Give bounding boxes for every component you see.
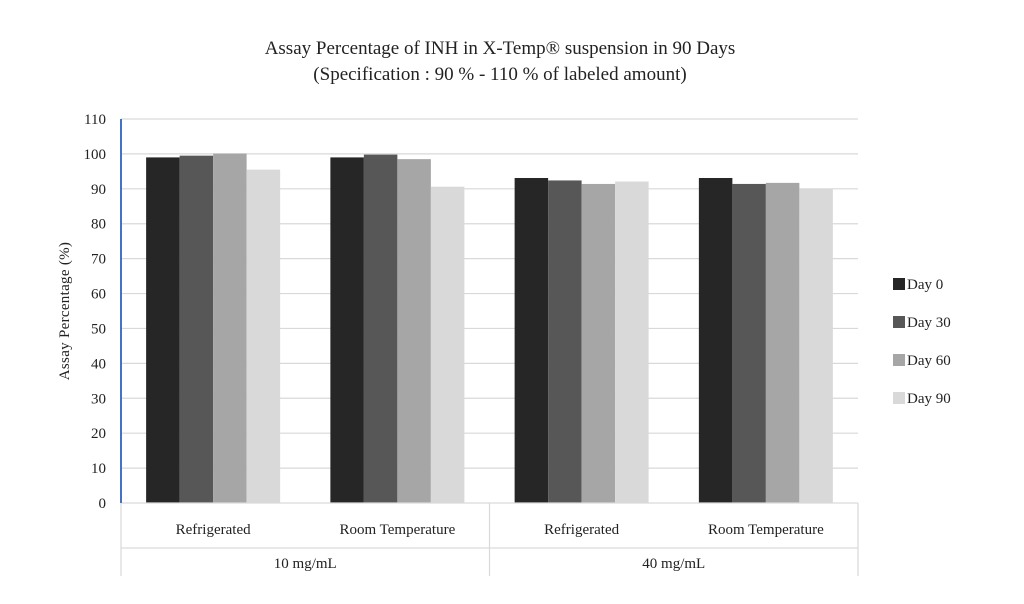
- chart-subtitle: (Specification : 90 % - 110 % of labeled…: [313, 64, 686, 85]
- legend-swatch-day-30: [893, 316, 905, 328]
- bar-day-0: [146, 157, 180, 503]
- y-axis-title: Assay Percentage (%): [57, 242, 73, 380]
- bar-day-90: [430, 186, 465, 503]
- x-group-label: 40 mg/mL: [642, 556, 705, 572]
- bar-day-90: [615, 181, 649, 503]
- bar-day-0: [330, 157, 364, 503]
- legend-swatch-day-60: [893, 354, 905, 366]
- y-tick-label: 40: [91, 356, 106, 372]
- bar-day-0: [698, 177, 733, 503]
- bar-day-0: [514, 177, 549, 503]
- legend-label: Day 30: [907, 315, 951, 331]
- legend: Day 0 Day 30 Day 60 Day 90: [893, 277, 951, 407]
- bar-day-30: [179, 155, 214, 503]
- chart-title: Assay Percentage of INH in X-Temp® suspe…: [265, 38, 736, 59]
- bars: [146, 153, 833, 504]
- bar-day-60: [581, 183, 616, 503]
- y-tick-label: 0: [99, 496, 107, 512]
- y-tick-label: 80: [91, 217, 106, 233]
- y-tick-label: 50: [91, 321, 106, 337]
- bar-day-90: [799, 188, 833, 503]
- bar-day-90: [246, 169, 281, 504]
- bar-day-60: [213, 153, 247, 503]
- legend-swatch-day-0: [893, 278, 905, 290]
- y-tick-label: 30: [91, 391, 106, 407]
- y-tick-label: 70: [91, 252, 106, 268]
- bar-day-30: [732, 183, 766, 503]
- legend-label: Day 60: [907, 353, 951, 369]
- bar-day-60: [765, 182, 800, 503]
- axes: [120, 119, 859, 576]
- legend-swatch-day-90: [893, 392, 905, 404]
- legend-label: Day 90: [907, 391, 951, 407]
- y-tick-label: 60: [91, 287, 106, 303]
- y-tick-label: 20: [91, 426, 106, 442]
- bar-day-60: [397, 159, 431, 504]
- x-category-label: Room Temperature: [340, 522, 456, 538]
- bar-day-30: [363, 154, 398, 503]
- x-category-label: Room Temperature: [708, 522, 824, 538]
- y-tick-label: 90: [91, 182, 106, 198]
- x-group-label: 10 mg/mL: [274, 556, 337, 572]
- y-tick-label: 10: [91, 461, 106, 477]
- x-category-label: Refrigerated: [544, 522, 619, 538]
- legend-label: Day 0: [907, 277, 943, 293]
- y-tick-label: 100: [84, 147, 107, 163]
- x-category-label: Refrigerated: [176, 522, 251, 538]
- bar-day-30: [548, 180, 582, 503]
- axis-labels: 0 10 20 30 40 50 60 70 80 90 100 110 Refrigerated Roo…: [84, 112, 825, 572]
- y-tick-label: 110: [84, 112, 106, 128]
